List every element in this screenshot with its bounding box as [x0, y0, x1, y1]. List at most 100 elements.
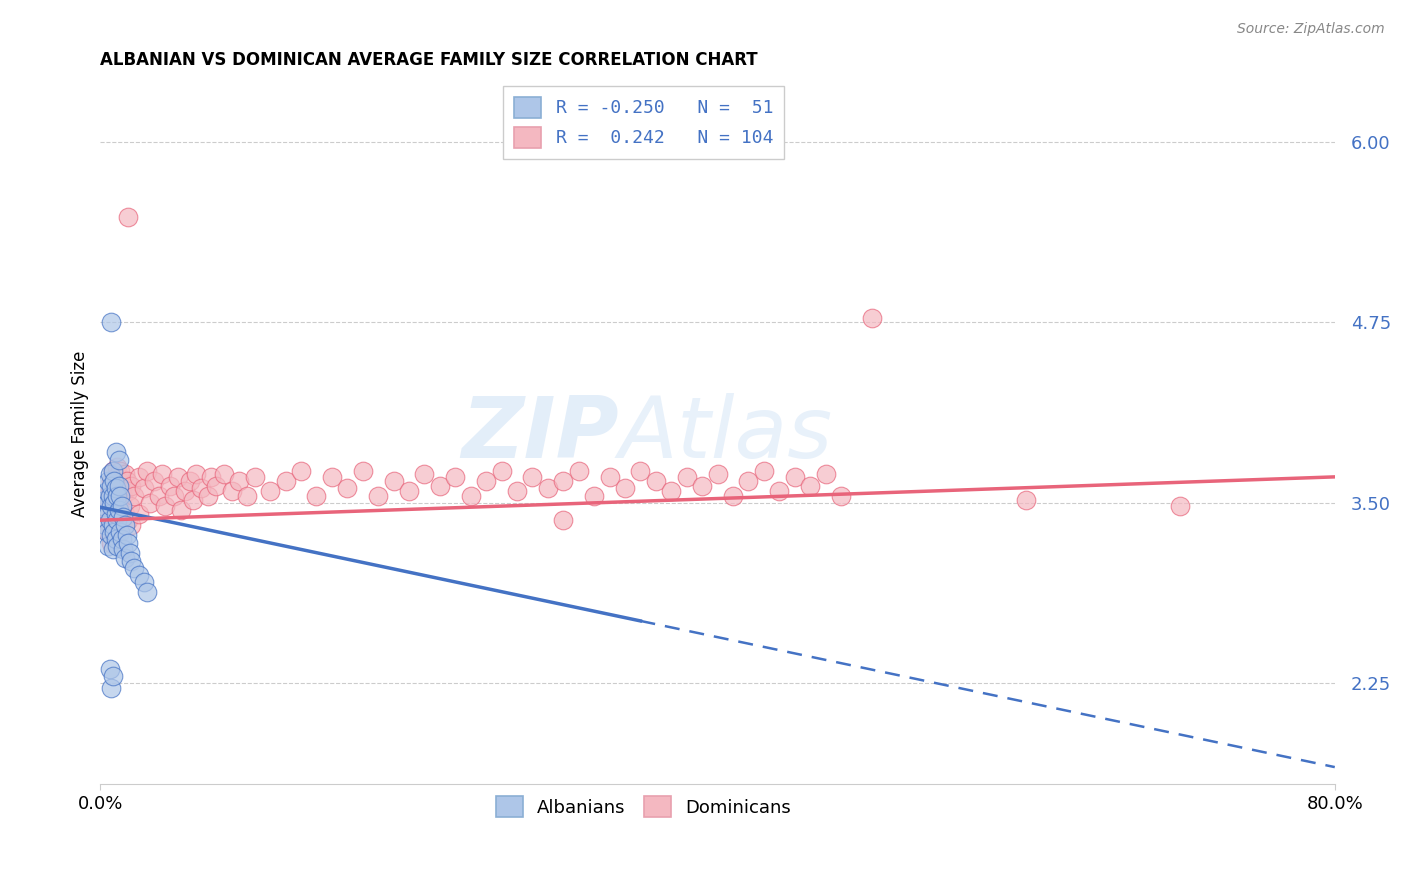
Point — [100, 681, 122, 695]
Point — [768, 484, 790, 499]
Point — [120, 553, 142, 567]
Point — [101, 542, 124, 557]
Point — [1170, 499, 1192, 513]
Point — [124, 561, 146, 575]
Point — [100, 478, 122, 492]
Point — [101, 669, 124, 683]
Point — [114, 508, 136, 522]
Point — [675, 470, 697, 484]
Point — [111, 532, 134, 546]
Point — [190, 482, 212, 496]
Point — [96, 524, 118, 539]
Point — [336, 482, 359, 496]
Point — [100, 474, 122, 488]
Point — [100, 510, 122, 524]
Point — [706, 467, 728, 481]
Point — [138, 496, 160, 510]
Point — [721, 489, 744, 503]
Point — [117, 536, 139, 550]
Point — [104, 482, 127, 496]
Point — [115, 474, 138, 488]
Point — [94, 493, 117, 508]
Point — [506, 484, 529, 499]
Point — [100, 315, 122, 329]
Point — [114, 467, 136, 481]
Point — [148, 489, 170, 503]
Text: ALBANIAN VS DOMINICAN AVERAGE FAMILY SIZE CORRELATION CHART: ALBANIAN VS DOMINICAN AVERAGE FAMILY SIZ… — [100, 51, 758, 69]
Point — [108, 474, 131, 488]
Point — [114, 517, 136, 532]
Legend: Albanians, Dominicans: Albanians, Dominicans — [489, 789, 799, 824]
Point — [118, 499, 141, 513]
Text: Source: ZipAtlas.com: Source: ZipAtlas.com — [1237, 22, 1385, 37]
Point — [243, 470, 266, 484]
Point — [105, 459, 128, 474]
Point — [128, 568, 150, 582]
Point — [101, 489, 124, 503]
Point — [108, 503, 131, 517]
Point — [98, 484, 121, 499]
Point — [644, 474, 666, 488]
Point — [118, 546, 141, 560]
Point — [108, 452, 131, 467]
Point — [112, 510, 135, 524]
Point — [181, 493, 204, 508]
Point — [103, 524, 125, 539]
Point — [103, 474, 125, 488]
Point — [112, 489, 135, 503]
Point — [212, 467, 235, 481]
Point — [104, 470, 127, 484]
Point — [163, 489, 186, 503]
Point — [98, 513, 121, 527]
Point — [117, 210, 139, 224]
Point — [290, 464, 312, 478]
Point — [135, 585, 157, 599]
Point — [614, 482, 637, 496]
Point — [110, 464, 132, 478]
Point — [135, 464, 157, 478]
Point — [860, 311, 883, 326]
Point — [382, 474, 405, 488]
Point — [100, 536, 122, 550]
Point — [101, 464, 124, 478]
Point — [179, 474, 201, 488]
Point — [105, 539, 128, 553]
Point — [274, 474, 297, 488]
Point — [184, 467, 207, 481]
Point — [112, 542, 135, 557]
Point — [96, 484, 118, 499]
Point — [97, 474, 120, 488]
Point — [221, 484, 243, 499]
Point — [96, 503, 118, 517]
Point — [475, 474, 498, 488]
Point — [128, 508, 150, 522]
Point — [690, 478, 713, 492]
Point — [259, 484, 281, 499]
Point — [110, 524, 132, 539]
Y-axis label: Average Family Size: Average Family Size — [72, 351, 89, 517]
Point — [117, 513, 139, 527]
Point — [97, 493, 120, 508]
Point — [124, 489, 146, 503]
Point — [153, 499, 176, 513]
Point — [830, 489, 852, 503]
Point — [599, 470, 621, 484]
Point — [100, 527, 122, 541]
Point — [115, 527, 138, 541]
Point — [108, 478, 131, 492]
Point — [111, 499, 134, 513]
Point — [159, 478, 181, 492]
Point — [105, 489, 128, 503]
Point — [110, 489, 132, 503]
Point — [197, 489, 219, 503]
Point — [553, 513, 575, 527]
Point — [103, 496, 125, 510]
Point — [104, 532, 127, 546]
Point — [98, 467, 121, 481]
Point — [98, 517, 121, 532]
Point — [105, 513, 128, 527]
Point — [101, 464, 124, 478]
Point — [814, 467, 837, 481]
Point — [111, 513, 134, 527]
Point — [321, 470, 343, 484]
